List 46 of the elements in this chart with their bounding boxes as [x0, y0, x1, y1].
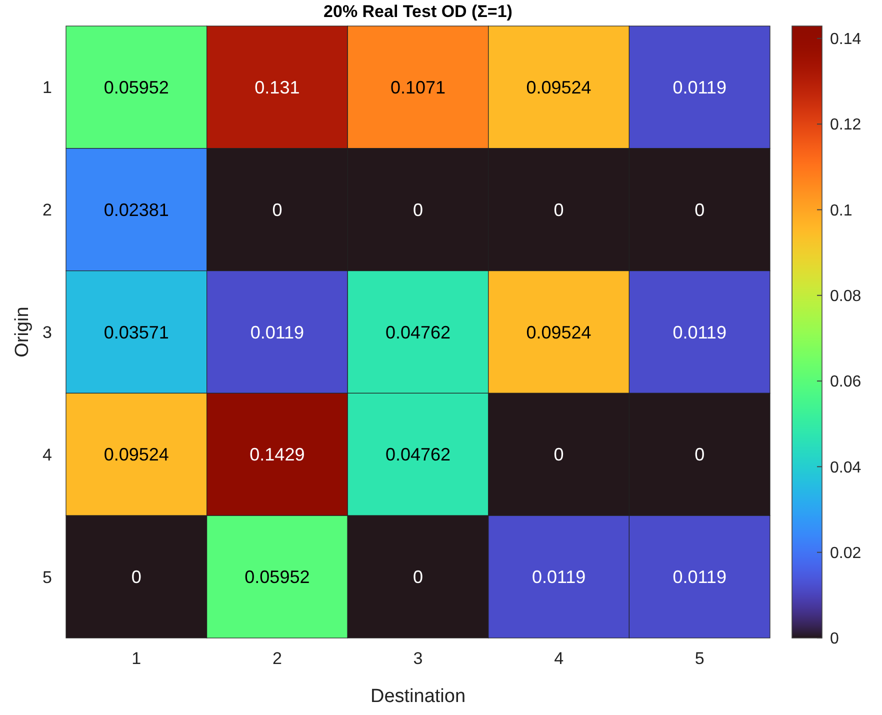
data-label: 0.0119: [672, 78, 726, 98]
data-label: 0.0119: [672, 567, 726, 588]
data-label: 0.04762: [385, 322, 451, 342]
y-tick-label: 1: [42, 78, 52, 98]
y-axis-title: Origin: [12, 306, 33, 358]
color-bar-label: 0.12: [830, 116, 862, 134]
x-tick-label: 3: [413, 649, 423, 668]
chart-title: 20% Real Test OD (Σ=1): [324, 2, 512, 21]
x-tick-label: 1: [132, 649, 142, 668]
data-label: 0.05952: [104, 78, 169, 98]
color-bar-label: 0.02: [830, 544, 862, 562]
data-label: 0: [554, 444, 564, 465]
data-label: 0.09524: [104, 444, 169, 465]
data-label: 0.09524: [526, 78, 592, 98]
data-label: 0.1071: [390, 78, 446, 98]
y-tick-label: 5: [42, 568, 52, 587]
data-label: 0.1429: [250, 444, 305, 465]
data-label: 0.0119: [672, 322, 726, 342]
y-tick-label: 2: [42, 200, 52, 220]
data-label: 0: [694, 200, 705, 220]
data-label: 0.131: [254, 78, 300, 98]
y-tick-label: 3: [42, 322, 52, 342]
x-tick-label: 2: [272, 649, 282, 668]
data-label: 0.0119: [250, 322, 304, 342]
color-bar-label: 0: [830, 630, 839, 648]
data-label: 0: [412, 200, 424, 220]
color-bar-label: 0.14: [830, 31, 862, 48]
data-label: 0: [694, 444, 705, 465]
data-label: 0: [554, 200, 564, 220]
color-bar-label: 0.08: [830, 288, 862, 305]
data-label: 0.03571: [104, 322, 169, 342]
x-tick-label: 5: [694, 649, 704, 668]
color-bar-label: 0.04: [830, 459, 862, 476]
x-axis-title: Destination: [370, 686, 466, 707]
data-label: 0.02381: [104, 200, 169, 220]
y-tick-label: 4: [42, 445, 52, 464]
color-bar-label: 0.06: [830, 374, 862, 391]
x-tick-label: 4: [554, 649, 564, 668]
data-label: 0.0119: [532, 567, 586, 588]
data-label: 0.09524: [526, 322, 592, 342]
data-label: 0: [131, 567, 142, 588]
data-label: 0: [412, 567, 424, 588]
data-label: 0.05952: [244, 567, 310, 588]
data-label: 0.04762: [385, 444, 451, 465]
data-label: 0: [272, 200, 282, 220]
color-bar-label: 0.1: [830, 202, 852, 220]
